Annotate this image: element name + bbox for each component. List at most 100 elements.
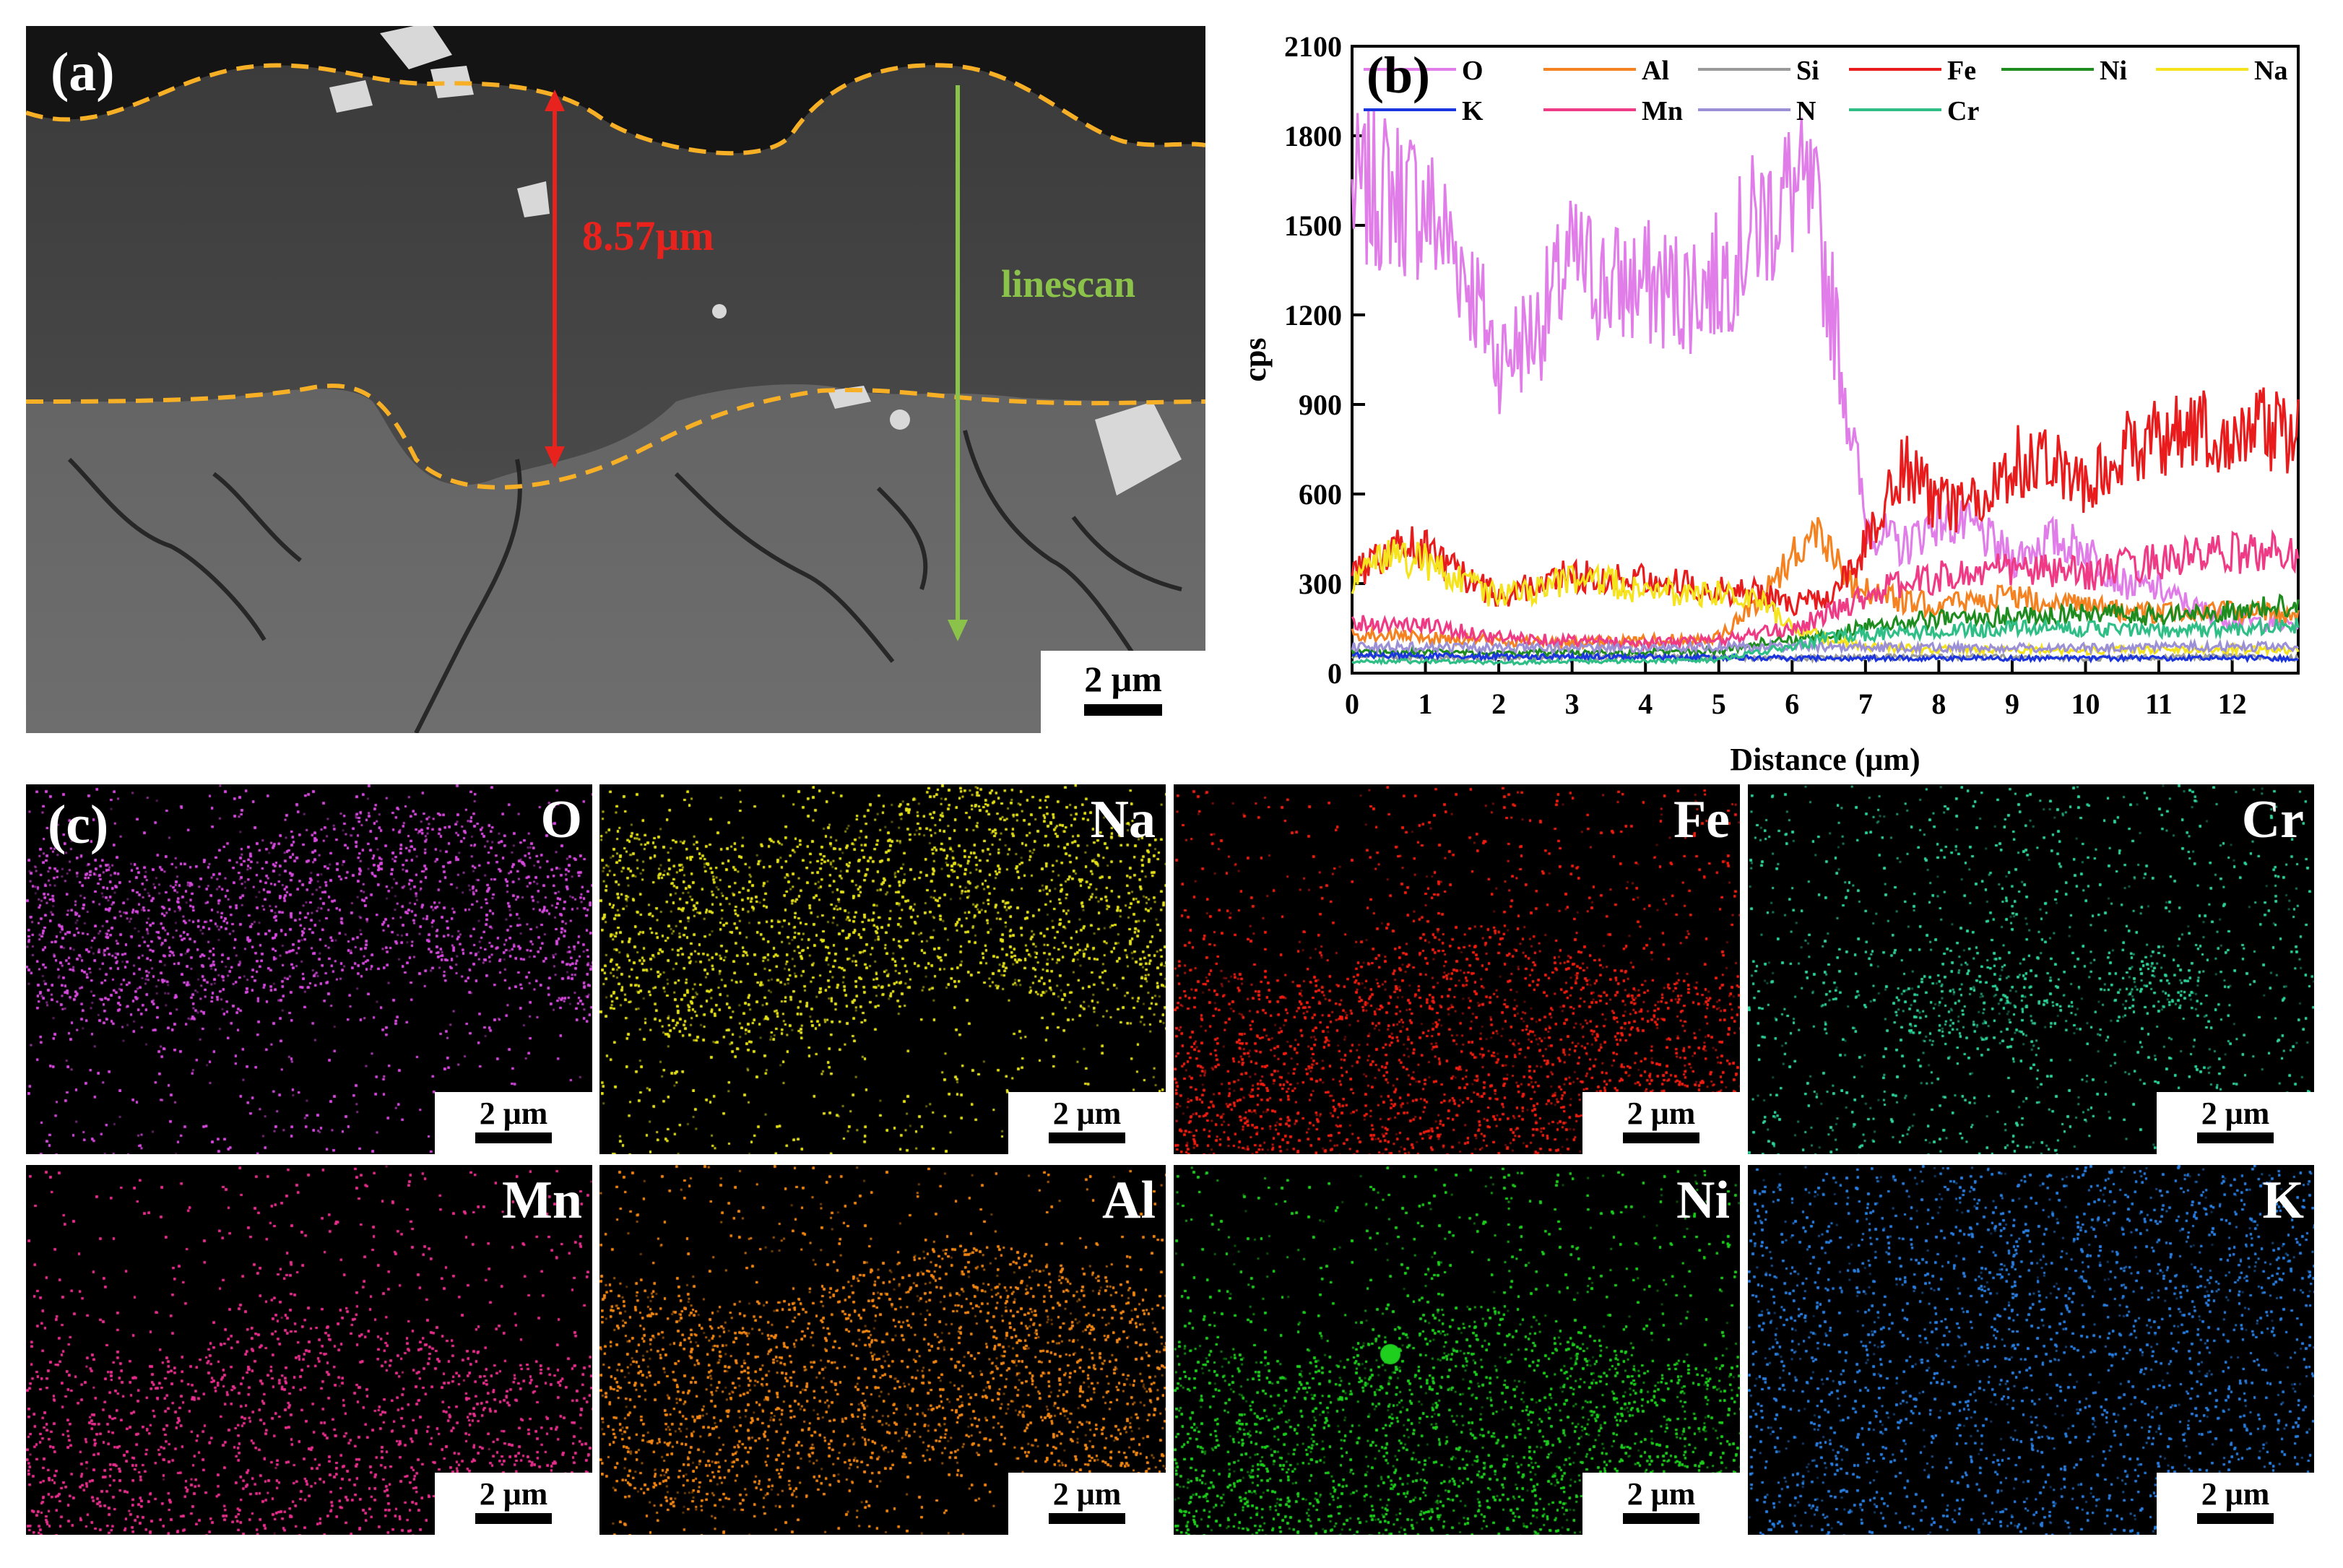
- eds-map-element-label: K: [2262, 1171, 2304, 1230]
- scalebar-text: 2 μm: [1052, 1096, 1122, 1131]
- scalebar-bar: [1623, 1513, 1699, 1524]
- eds-map-cr: Cr 2 μm: [1748, 784, 2314, 1154]
- oxide-layer-region: [26, 65, 1205, 485]
- eds-map-o: O 2 μm: [26, 784, 592, 1154]
- x-tick-label: 5: [1712, 688, 1726, 720]
- eds-map-fe: Fe 2 μm: [1174, 784, 1740, 1154]
- scalebar-text: 2 μm: [1627, 1476, 1696, 1512]
- eds-map-element-label: Na: [1090, 790, 1156, 849]
- series-line-cr: [1351, 616, 2300, 666]
- axis-ticks: 0 1 2 3 4 5 6 7 8 9 10 11 12030060090012001500180021…: [1284, 30, 2247, 720]
- x-axis-label: Distance (μm): [1730, 742, 1920, 777]
- eds-map-al: Al 2 μm: [599, 1165, 1166, 1535]
- x-tick-label: 7: [1858, 688, 1873, 720]
- x-tick-label: 2: [1491, 688, 1506, 720]
- eds-map-scalebar: 2 μm: [2157, 1092, 2314, 1154]
- series-line-na: [1351, 539, 2300, 658]
- y-tick-label: 1800: [1284, 120, 1342, 152]
- epoxy-region: [26, 26, 1205, 154]
- eds-map-scalebar: 2 μm: [1008, 1473, 1166, 1535]
- data-series: [1351, 108, 2300, 666]
- scalebar-text: 2 μm: [2201, 1476, 2270, 1512]
- grain-boundaries: [67, 430, 1182, 733]
- x-tick-label: 3: [1565, 688, 1580, 720]
- y-axis-label: cps: [1237, 337, 1273, 381]
- thickness-arrow: [545, 90, 565, 468]
- y-tick-label: 0: [1328, 657, 1342, 690]
- series-line-fe: [1351, 387, 2300, 617]
- eds-map-ni: Ni 2 μm: [1174, 1165, 1740, 1535]
- legend-label: O: [1462, 56, 1484, 86]
- legend-label: Si: [1796, 56, 1819, 86]
- legend-label: Al: [1642, 56, 1669, 86]
- eds-map-element-label: Al: [1102, 1171, 1156, 1230]
- series-line-mn: [1351, 529, 2300, 652]
- x-tick-label: 12: [2218, 688, 2247, 720]
- linescan-label: linescan: [1001, 262, 1136, 306]
- eds-map-k: K 2 μm: [1748, 1165, 2314, 1535]
- y-tick-label: 900: [1299, 389, 1342, 421]
- eds-map-mn: Mn 2 μm: [26, 1165, 592, 1535]
- eds-map-element-label: Fe: [1673, 790, 1730, 849]
- panel-a-sem-image: (a) 8.57μm linescan 2 μm: [26, 26, 1205, 733]
- scalebar-bar: [1049, 1132, 1125, 1143]
- sem-image-graphic: [26, 26, 1205, 733]
- legend-label: K: [1462, 96, 1484, 126]
- bright-particles: [329, 26, 1182, 495]
- x-tick-label: 9: [2005, 688, 2019, 720]
- panel-b-chart: 0 1 2 3 4 5 6 7 8 9 10 11 12030060090012001500180021…: [1237, 30, 2300, 777]
- scalebar-text: 2 μm: [479, 1096, 548, 1131]
- eds-map-element-label: Mn: [502, 1171, 582, 1230]
- panel-c-label: (c): [48, 794, 109, 855]
- eds-map-scalebar: 2 μm: [1582, 1092, 1740, 1154]
- legend-label: Mn: [1642, 96, 1683, 126]
- legend-label: Cr: [1947, 96, 1979, 126]
- eds-map-scalebar: 2 μm: [1008, 1092, 1166, 1154]
- scalebar-text: 2 μm: [1084, 659, 1162, 699]
- panel-b-label: (b): [1367, 46, 1430, 104]
- scalebar-bar: [1084, 704, 1162, 716]
- eds-map-na: Na 2 μm: [599, 784, 1166, 1154]
- series-line-k: [1351, 650, 2299, 664]
- legend-label: N: [1796, 96, 1816, 126]
- y-tick-label: 300: [1299, 568, 1342, 600]
- series-line-n: [1351, 638, 2300, 657]
- y-tick-label: 1200: [1284, 299, 1342, 332]
- scalebar-text: 2 μm: [2201, 1096, 2270, 1131]
- eds-map-element-label: Cr: [2241, 790, 2304, 849]
- x-tick-label: 8: [1931, 688, 1946, 720]
- legend: O Al Si Fe Ni Na K Mn N Cr: [1364, 56, 2287, 126]
- panel-a-scalebar: 2 μm: [1041, 651, 1205, 733]
- scalebar-bar: [2197, 1132, 2274, 1143]
- x-tick-label: 6: [1785, 688, 1799, 720]
- scalebar-bar: [1049, 1513, 1125, 1524]
- scalebar-bar: [475, 1132, 552, 1143]
- scalebar-text: 2 μm: [1627, 1096, 1696, 1131]
- thickness-label: 8.57μm: [582, 212, 714, 259]
- series-line-al: [1351, 516, 2300, 652]
- lower-boundary-dashed-line: [26, 384, 1205, 490]
- eds-map-element-label: O: [540, 790, 582, 849]
- eds-map-scalebar: 2 μm: [435, 1473, 592, 1535]
- legend-label: Na: [2254, 56, 2287, 86]
- y-tick-label: 600: [1299, 478, 1342, 511]
- linescan-arrow: [948, 85, 968, 641]
- x-tick-label: 10: [2071, 688, 2100, 720]
- y-tick-label: 1500: [1284, 209, 1342, 242]
- x-tick-label: 4: [1638, 688, 1653, 720]
- eds-map-scalebar: 2 μm: [2157, 1473, 2314, 1535]
- scalebar-text: 2 μm: [1052, 1476, 1122, 1512]
- panel-a-label: (a): [51, 42, 115, 103]
- x-tick-label: 1: [1419, 688, 1433, 720]
- scalebar-bar: [1623, 1132, 1699, 1143]
- eds-map-element-label: Ni: [1676, 1171, 1730, 1230]
- legend-label: Ni: [2100, 56, 2127, 86]
- eds-map-scalebar: 2 μm: [435, 1092, 592, 1154]
- upper-boundary-dashed-line: [26, 63, 1205, 156]
- scalebar-bar: [475, 1513, 552, 1524]
- eds-map-scalebar: 2 μm: [1582, 1473, 1740, 1535]
- x-tick-label: 0: [1345, 688, 1359, 720]
- scalebar-bar: [2197, 1513, 2274, 1524]
- x-tick-label: 11: [2145, 688, 2173, 720]
- y-tick-label: 2100: [1284, 30, 1342, 63]
